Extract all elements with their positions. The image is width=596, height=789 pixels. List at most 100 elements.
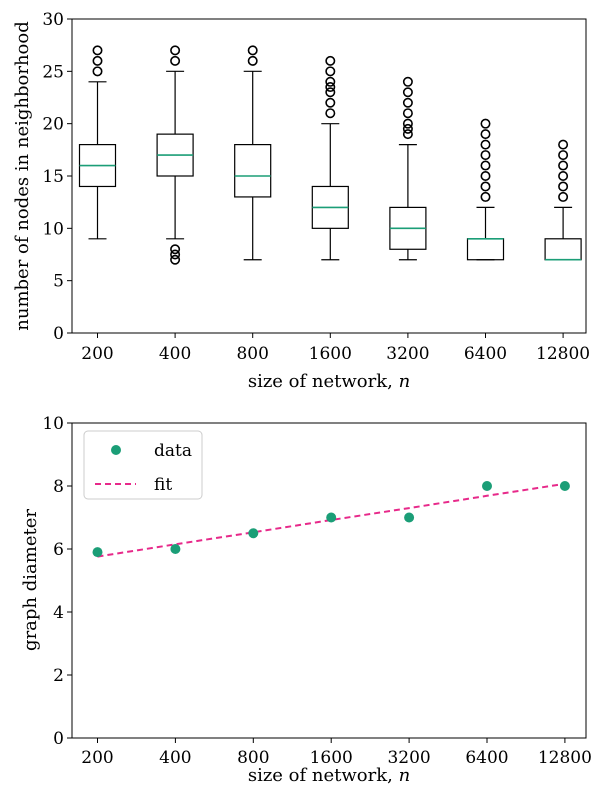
diameter-x-tick-label: 1600 [310, 748, 353, 768]
box-iqr [234, 144, 272, 198]
boxplot-y-tick-label: 10 [42, 219, 64, 239]
boxplot-y-tick-label: 0 [53, 324, 64, 344]
legend: data fit [83, 430, 203, 500]
diameter-y-tick-label: 6 [53, 540, 64, 560]
box-outlier [480, 150, 491, 161]
diameter-x-tick-label: 400 [159, 748, 191, 768]
box-outlier [402, 123, 413, 134]
data-point [92, 547, 103, 558]
boxplot-x-axis-label-variable: n [399, 371, 411, 392]
boxplot-plot-area [71, 18, 587, 334]
box-200 [78, 45, 117, 240]
boxplot-y-tick-label: 15 [42, 167, 64, 187]
box-outlier [480, 139, 491, 150]
box-outlier [325, 82, 336, 93]
box-400 [156, 45, 194, 265]
boxplot-y-tick-label: 5 [53, 272, 64, 292]
box-outlier [402, 108, 413, 119]
box-12800 [544, 139, 582, 261]
box-iqr [466, 238, 505, 261]
box-outlier [480, 181, 491, 192]
diameter-y-tick-label: 8 [53, 477, 64, 497]
diameter-x-axis-label: size of network, n [248, 765, 410, 786]
box-3200 [389, 76, 427, 261]
box-outlier [170, 55, 181, 66]
box-outlier [480, 129, 491, 140]
boxplot-x-tick-label: 12800 [536, 344, 590, 364]
box-outlier [92, 66, 103, 77]
legend-data-marker [111, 445, 121, 455]
diameter-chart: 0 2 4 6 8 10 200 400 800 1600 3200 6400 12800 graph… [20, 414, 592, 786]
data-point [170, 544, 181, 554]
box-outlier [558, 171, 569, 182]
box-outlier [325, 108, 336, 119]
boxplot-x-tick-label: 200 [81, 344, 113, 364]
data-point [248, 528, 259, 539]
box-outlier [558, 191, 569, 202]
boxplot-x-ticks: 200 400 800 1600 3200 6400 12800 [81, 333, 590, 364]
diameter-x-tick-label: 800 [237, 748, 269, 768]
boxplot-x-axis-label-main: size of network, [248, 371, 399, 392]
box-outlier [170, 249, 181, 260]
box-outlier [325, 66, 336, 77]
box-1600 [311, 55, 349, 261]
box-outlier [558, 150, 569, 161]
box-outlier [247, 55, 258, 66]
box-outlier [480, 171, 491, 182]
legend-data-label: data [154, 441, 192, 461]
boxplot-y-tick-label: 20 [42, 115, 64, 135]
box-outlier [92, 55, 103, 66]
fit-line [97, 482, 566, 558]
box-outlier [402, 87, 413, 98]
box-6400 [466, 118, 505, 261]
box-outlier [558, 181, 569, 192]
diameter-y-tick-label: 2 [53, 666, 64, 686]
box-outlier [402, 97, 413, 108]
box-outlier [402, 118, 413, 129]
diameter-plot-area [71, 422, 587, 739]
diameter-y-ticks: 0 2 4 6 8 10 [42, 414, 72, 749]
box-outlier [247, 45, 258, 56]
boxplot-x-axis-label: size of network, n [248, 371, 410, 392]
diameter-y-tick-label: 0 [53, 729, 64, 749]
legend-fit-label: fit [154, 475, 172, 495]
boxplot-x-tick-label: 3200 [386, 344, 429, 364]
diameter-y-tick-label: 4 [53, 603, 64, 623]
box-outlier [558, 139, 569, 150]
diameter-y-tick-label: 10 [42, 414, 64, 434]
box-800 [234, 45, 272, 261]
box-iqr [544, 238, 582, 261]
diameter-marks [92, 481, 570, 558]
box-outlier [92, 45, 103, 56]
boxplot-y-axis-label: number of nodes in neighborhood [12, 21, 33, 330]
diameter-x-axis-label-main: size of network, [248, 765, 399, 786]
diameter-x-ticks: 200 400 800 1600 3200 6400 12800 [81, 738, 592, 768]
box-outlier [170, 244, 181, 255]
data-point [482, 481, 492, 491]
boxplot-boxes [78, 45, 582, 265]
diameter-x-tick-label: 12800 [538, 748, 592, 768]
boxplot-y-ticks: 0 5 10 15 20 25 30 [42, 10, 72, 344]
diameter-x-tick-label: 3200 [387, 748, 430, 768]
box-outlier [325, 76, 336, 87]
box-outlier [402, 76, 413, 87]
boxplot-y-tick-label: 25 [42, 62, 64, 82]
box-outlier [325, 97, 336, 108]
boxplot-x-tick-label: 400 [159, 344, 191, 364]
boxplot-x-tick-label: 1600 [309, 344, 352, 364]
data-point [326, 512, 337, 523]
box-outlier [480, 191, 491, 202]
diameter-x-tick-label: 6400 [465, 748, 508, 768]
box-outlier [558, 160, 569, 171]
box-outlier [480, 160, 491, 171]
box-outlier [170, 254, 181, 265]
boxplot-y-tick-label: 30 [42, 10, 64, 30]
diameter-x-tick-label: 200 [81, 748, 113, 768]
box-outlier [402, 129, 413, 140]
data-point [559, 481, 570, 491]
diameter-y-axis-label: graph diameter [20, 509, 41, 651]
boxplot-x-tick-label: 6400 [464, 344, 507, 364]
diameter-x-axis-label-variable: n [399, 765, 411, 786]
